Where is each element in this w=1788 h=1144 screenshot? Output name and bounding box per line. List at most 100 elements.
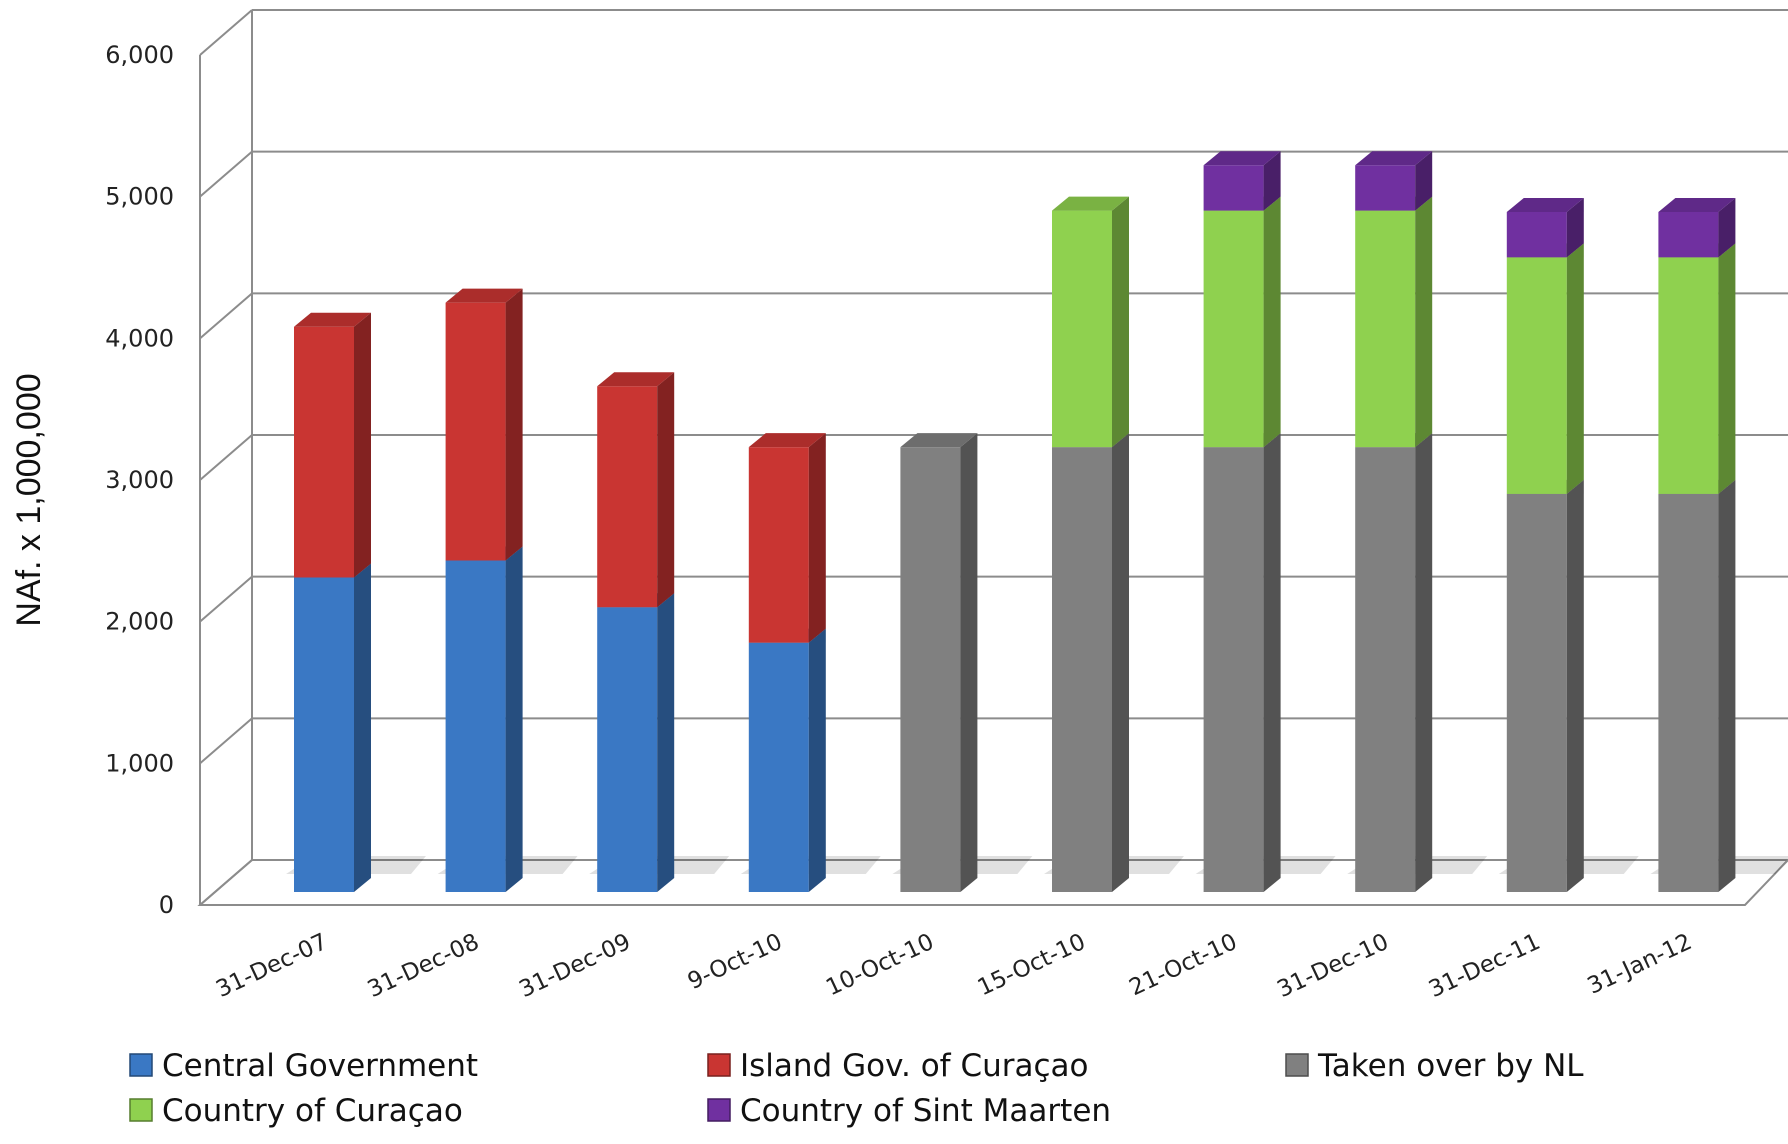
bar-segment [445,288,523,561]
bar-front [1658,257,1719,494]
legend-item: Central Government [129,1048,478,1084]
legend-swatch [707,1053,731,1077]
bar-front [1506,493,1567,892]
bar-segment [1355,151,1433,211]
bar-front [1052,210,1112,448]
x-tick-label: 31-Dec-07 [212,929,331,1003]
gridline-diagonal [199,150,253,198]
bar-top [1203,151,1281,166]
gridline-diagonal [199,434,253,481]
bar-segment [445,546,523,892]
bar-front [1355,165,1416,211]
bar-side [1415,433,1433,892]
bar-front [1203,210,1264,448]
bar-top [597,372,675,387]
bar-side [1566,479,1584,892]
bar-side [1263,196,1281,448]
legend-label: Island Gov. of Curaçao [740,1048,1089,1084]
bar-segment [1506,198,1584,258]
gridline-diagonal [199,717,253,765]
bar-side [808,433,826,643]
y-tick-label: 4,000 [105,324,174,352]
bar-front [1658,212,1719,258]
bar-segment [1203,196,1281,448]
gridline-diagonal [199,292,253,340]
gridline-diagonal [199,9,253,56]
bar-side [1415,151,1433,211]
bar-front [597,386,658,608]
bar-front [748,447,809,643]
bar-segment [1203,151,1281,211]
bar-top [1355,151,1433,166]
bar-side [505,288,523,561]
bar-top [748,433,826,448]
legend-label: Country of Sint Maarten [740,1093,1111,1129]
bar-front [1658,493,1719,892]
bar-side [1566,243,1584,494]
y-tick-label: 2,000 [105,608,174,636]
bar-side [1718,479,1736,892]
bar-front [1052,447,1112,892]
bar-side [1415,196,1433,448]
bar-top [1658,198,1736,212]
bar-segment [1658,479,1736,892]
bar-segment [748,628,826,892]
bar-segment [1052,433,1129,892]
bar-top [445,288,523,303]
bar-front [1355,447,1416,892]
bar-side [1566,198,1584,258]
bar-front [294,326,354,578]
bar-top [294,312,371,327]
gridline-diagonal [199,575,253,623]
bar-front [900,447,961,892]
bar-side [1112,433,1129,892]
legend-item: Island Gov. of Curaçao [707,1048,1089,1084]
legend-item: Country of Curaçao [129,1093,463,1129]
bar-side [505,546,523,892]
x-tick-label: 31-Jan-12 [1584,929,1696,1000]
bar-segment [294,312,371,578]
x-tick-label: 21-Oct-10 [1125,929,1241,1001]
legend-item: Country of Sint Maarten [707,1093,1111,1129]
bar-side [808,628,826,892]
x-tick-label: 31-Dec-09 [515,929,634,1003]
bar-segment [1355,196,1433,448]
bars-layer [286,151,1788,892]
bar-segment [1658,243,1736,494]
x-tick-label: 9-Oct-10 [684,929,786,995]
bar-segment [900,433,978,892]
bar-side [960,433,978,892]
bar-side [1718,198,1736,258]
bar-segment [597,593,675,892]
bar-top [1052,196,1129,211]
bar-front [597,607,658,892]
bar-front [1355,210,1416,448]
legend-swatch [129,1053,153,1077]
legend-label: Country of Curaçao [162,1093,463,1129]
y-axis-title: NAf. x 1,000,000 [10,373,48,626]
bar-segment [597,372,675,608]
bar-side [1718,243,1736,494]
legend: Central Government Island Gov. of Curaça… [129,1048,1584,1129]
bar-front [1506,212,1567,258]
y-tick-label: 0 [159,891,174,919]
bar-segment [1203,433,1281,892]
legend-item: Taken over by NL [1285,1048,1584,1084]
y-tick-label: 1,000 [105,749,174,777]
bar-segment [1506,243,1584,494]
bar-segment [1355,433,1433,892]
bar-side [1112,196,1129,448]
bar-side [1263,433,1281,892]
bar-front [445,560,506,892]
bar-segment [294,563,371,892]
bar-side [354,312,371,578]
x-tick-label: 31-Dec-11 [1425,929,1544,1003]
bar-top [1506,198,1584,212]
legend-swatch [129,1098,153,1122]
y-tick-label: 3,000 [105,466,174,494]
bar-front [1506,257,1567,494]
bar-front [294,577,354,892]
bar-segment [1052,196,1129,448]
bar-side [354,563,371,892]
x-tick-label: 31-Dec-10 [1273,929,1392,1003]
